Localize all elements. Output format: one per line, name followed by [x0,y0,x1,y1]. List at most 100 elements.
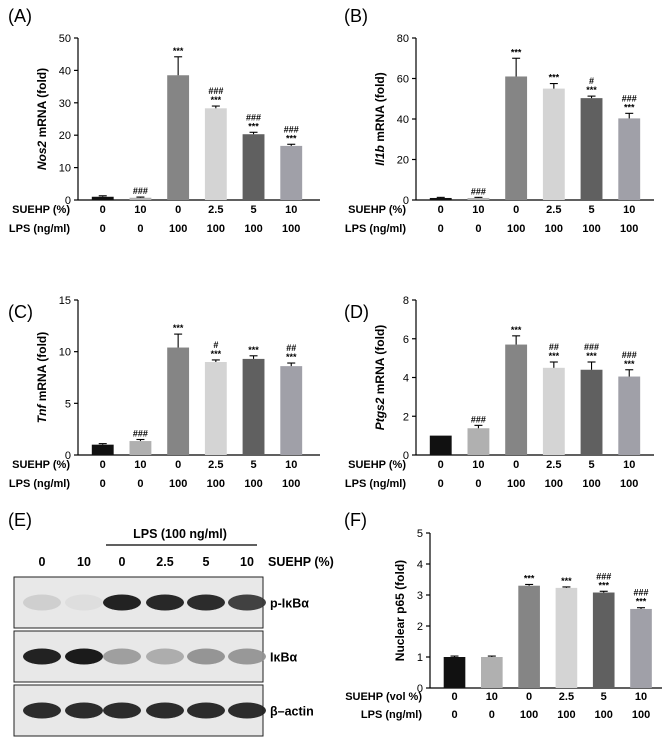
significance-marker: *** [586,85,597,95]
treatment-row-label: SUEHP (%) [348,459,406,471]
significance-marker: *** [549,351,560,361]
bar [542,88,565,200]
significance-marker: ## [549,342,559,352]
panel-label: (C) [8,302,33,322]
panel-label: (E) [8,510,32,530]
lps-row-label: LPS (ng/ml) [361,709,422,721]
panel-label: (A) [8,6,32,26]
significance-marker: *** [173,323,184,333]
significance-marker: *** [248,345,259,355]
y-tick-label: 0 [417,683,423,695]
y-axis-label: Tnf mRNA (fold) [35,332,49,424]
treatment-value: 0 [175,204,181,216]
treatment-value: 0 [513,459,519,471]
treatment-value: 0 [100,459,106,471]
significance-marker: ### [133,186,148,196]
bar [443,657,466,688]
blot-band [23,594,61,611]
significance-marker: ### [596,571,611,581]
lps-value: 0 [438,223,444,235]
lps-value: 100 [632,709,650,721]
treatment-value: 10 [472,459,484,471]
bar [618,118,641,200]
lps-value: 0 [475,223,481,235]
y-tick-label: 0 [403,450,409,462]
significance-marker: *** [598,580,609,590]
significance-marker: *** [286,352,297,362]
bar [580,369,603,455]
y-tick-label: 15 [59,295,71,307]
treatment-value: 10 [472,204,484,216]
blot-label: p-IκBα [270,597,309,611]
treatment-value: 10 [285,204,297,216]
y-axis-label-text: mRNA (fold) [373,72,387,145]
y-axis-label-text: mRNA (fold) [35,68,49,141]
lps-value: 0 [438,478,444,490]
treatment-value: 0 [451,691,457,703]
blot-band [146,702,184,719]
lane-label: 0 [119,555,126,569]
blot-band [23,702,61,719]
lps-value: 100 [207,478,225,490]
lps-value: 100 [595,709,613,721]
y-axis-label-gene: Ptgs2 [373,397,387,430]
y-tick-label: 0 [403,195,409,207]
significance-marker: ### [584,342,599,352]
treatment-label: SUEHP (%) [268,555,334,569]
lps-value: 100 [582,478,600,490]
significance-marker: ### [208,86,223,96]
blot-band [187,702,225,719]
significance-marker: ### [633,588,648,598]
bar [280,366,303,455]
y-tick-label: 4 [417,559,423,571]
lps-value: 100 [620,478,638,490]
blot-label: IκBα [270,651,297,665]
significance-marker: *** [586,351,597,361]
treatment-value: 0 [175,459,181,471]
lps-value: 100 [507,223,525,235]
bar [555,587,578,688]
bar [505,344,528,455]
lps-value: 100 [244,223,262,235]
bar [204,108,227,200]
blot-band [65,594,103,611]
lps-value: 0 [451,709,457,721]
significance-marker: ### [471,414,486,424]
treatment-value: 0 [438,459,444,471]
significance-marker: *** [211,349,222,359]
blot-strip: IκBα [13,630,297,683]
bar [467,428,490,455]
significance-marker: ### [246,112,261,122]
bar [618,376,641,455]
y-axis-label-gene: Tnf [35,404,49,424]
lps-value: 0 [100,223,106,235]
treatment-row-label: SUEHP (vol %) [345,691,422,703]
treatment-value: 5 [588,204,594,216]
lane-label: 5 [203,555,210,569]
lps-value: 100 [207,223,225,235]
blot-band [228,594,266,611]
bar [280,145,303,200]
blot-band [103,702,141,719]
bar [242,134,265,200]
bar [467,197,490,200]
treatment-value: 2.5 [208,459,223,471]
y-tick-label: 8 [403,295,409,307]
y-axis-label: Il1b mRNA (fold) [373,72,387,166]
lps-value: 100 [582,223,600,235]
blot-band [65,648,103,665]
significance-marker: *** [211,95,222,105]
blot-band [103,594,141,611]
bar [91,196,114,200]
significance-marker: *** [624,102,635,112]
significance-marker: *** [511,47,522,57]
lane-label: 2.5 [156,555,173,569]
significance-marker: *** [286,133,297,143]
y-axis-label-text: mRNA (fold) [35,332,49,405]
treatment-value: 2.5 [546,204,561,216]
treatment-value: 10 [623,204,635,216]
panel-label: (D) [344,302,369,322]
